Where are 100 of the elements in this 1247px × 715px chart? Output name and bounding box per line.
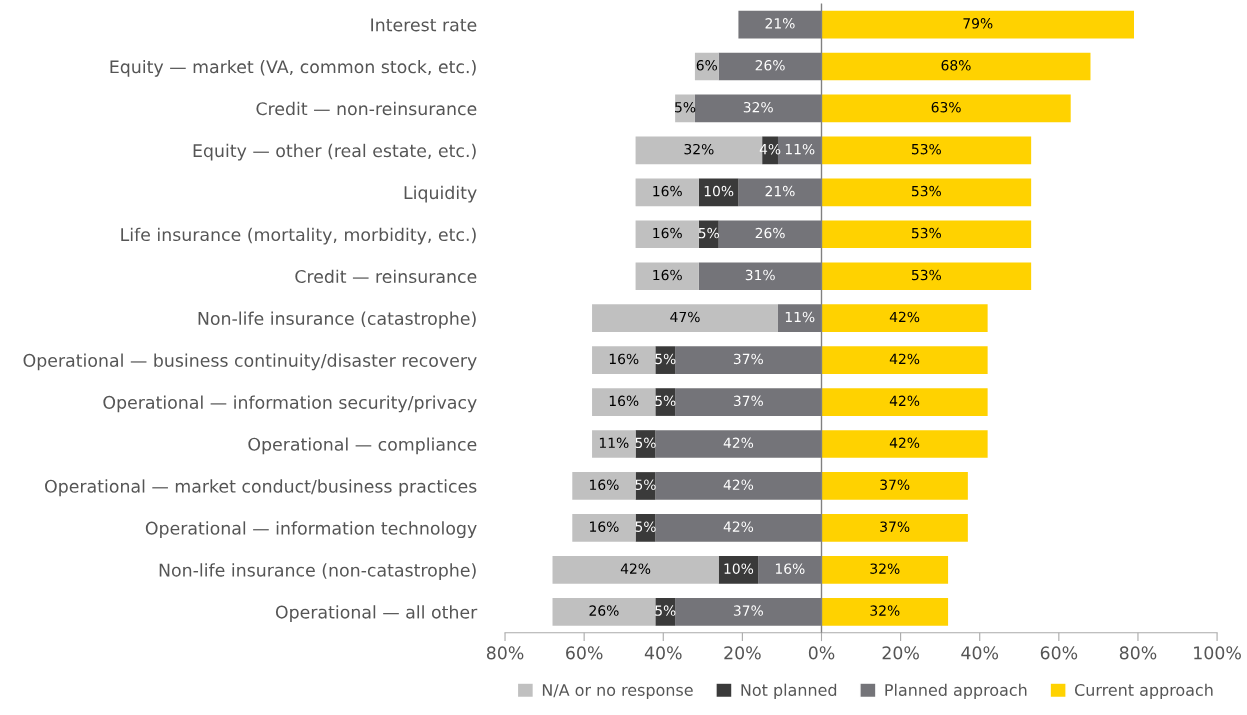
data-label: 16% [653, 269, 682, 281]
data-label: 11% [785, 143, 815, 155]
data-label: 5% [655, 395, 676, 407]
x-tick-label: 40% [961, 646, 999, 660]
data-label: 26% [755, 60, 785, 71]
x-tick-label: 60% [566, 646, 603, 660]
bar [655, 388, 676, 416]
data-label: 26% [589, 605, 619, 616]
data-label: 42% [620, 563, 651, 574]
data-label: 37% [880, 479, 910, 490]
data-label: 53% [911, 269, 941, 281]
legend-label: Planned approach [885, 683, 1027, 700]
data-label: 16% [590, 521, 619, 532]
bar [655, 346, 676, 374]
x-tick-label: 80% [486, 646, 524, 660]
data-label: 53% [911, 143, 941, 155]
data-label: 32% [743, 101, 773, 113]
data-label: 5% [655, 353, 676, 365]
data-label: 16% [775, 563, 805, 574]
data-label: 37% [880, 521, 910, 532]
bar [821, 220, 1032, 249]
data-label: 42% [889, 395, 920, 407]
data-label: 37% [733, 605, 763, 616]
data-label: 79% [963, 18, 993, 29]
bar [592, 304, 778, 333]
bar [592, 430, 636, 458]
bar [821, 262, 1032, 291]
data-label: 10% [704, 185, 734, 197]
bar [572, 472, 636, 500]
x-tick-label: 0% [808, 646, 835, 660]
x-tick-label: 80% [1119, 646, 1157, 660]
legend-label: N/A or no response [542, 684, 693, 700]
data-label: 42% [889, 311, 920, 323]
y-tick-label: Credit — reinsurance [295, 269, 477, 284]
bar [718, 556, 759, 584]
bar [552, 597, 656, 626]
y-tick-label: Operational — information security/privacy [103, 395, 477, 413]
data-label: 32% [684, 143, 714, 155]
bar [821, 136, 1032, 165]
bar [821, 388, 988, 416]
data-label: 6% [696, 60, 718, 71]
y-tick-label: Equity — market (VA, common stock, etc.) [110, 59, 476, 77]
data-label: 63% [931, 101, 961, 113]
y-tick-label: Operational — market conduct/business practices [45, 479, 477, 497]
bar [821, 10, 1134, 39]
bar [698, 178, 739, 207]
y-tick-label: Operational — all other [275, 605, 478, 623]
bar [821, 430, 988, 458]
data-label: 68% [941, 60, 971, 71]
bar [821, 556, 949, 584]
data-label: 42% [723, 479, 754, 490]
bar [572, 514, 636, 542]
bar [635, 262, 699, 291]
data-label: 5% [675, 101, 696, 113]
data-label: 16% [609, 395, 639, 407]
x-tick-label: 100% [1194, 646, 1241, 660]
y-tick-label: Non-life insurance (non-catastrophe) [159, 563, 476, 581]
data-label: 16% [653, 185, 682, 197]
data-label: 5% [655, 605, 676, 616]
data-label: 32% [870, 605, 900, 616]
bar [655, 597, 676, 626]
data-label: 47% [670, 311, 700, 323]
data-label: 32% [870, 563, 900, 574]
data-label: 53% [911, 227, 941, 239]
x-tick-label: 20% [724, 646, 761, 660]
y-tick-label: Liquidity [404, 185, 477, 203]
data-label: 16% [609, 353, 639, 365]
bar [592, 388, 656, 416]
bar [821, 304, 988, 333]
x-tick-label: 60% [1040, 646, 1078, 660]
legend-label: Current approach [1074, 683, 1213, 700]
data-label: 42% [889, 437, 920, 449]
bar [635, 178, 699, 207]
data-label: 37% [733, 353, 763, 365]
data-label: 10% [724, 563, 754, 574]
data-label: 37% [733, 395, 763, 407]
x-tick-label: 40% [644, 646, 682, 660]
y-tick-label: Operational — compliance [248, 437, 477, 455]
bar [821, 94, 1071, 123]
data-label: 16% [653, 227, 682, 239]
data-label: 42% [723, 437, 754, 449]
bar [821, 514, 968, 542]
bar [821, 178, 1032, 207]
x-tick-label: 20% [882, 646, 919, 660]
bar [821, 472, 968, 500]
bar [635, 220, 699, 249]
bar [821, 52, 1091, 81]
y-tick-label: Interest rate [371, 18, 477, 32]
data-label: 11% [785, 311, 815, 323]
data-label: 53% [911, 185, 941, 197]
data-label: 11% [599, 437, 629, 449]
data-label: 42% [889, 353, 920, 365]
data-label: 21% [765, 185, 795, 197]
y-tick-label: Credit — non-reinsurance [256, 101, 477, 116]
bar [821, 346, 988, 374]
data-label: 21% [765, 18, 795, 29]
y-tick-label: Life insurance (mortality, morbidity, etc.) [121, 227, 476, 245]
y-tick-label: Operational — information technology [145, 521, 477, 539]
legend-label: Not planned [741, 683, 837, 700]
bar [592, 346, 656, 374]
